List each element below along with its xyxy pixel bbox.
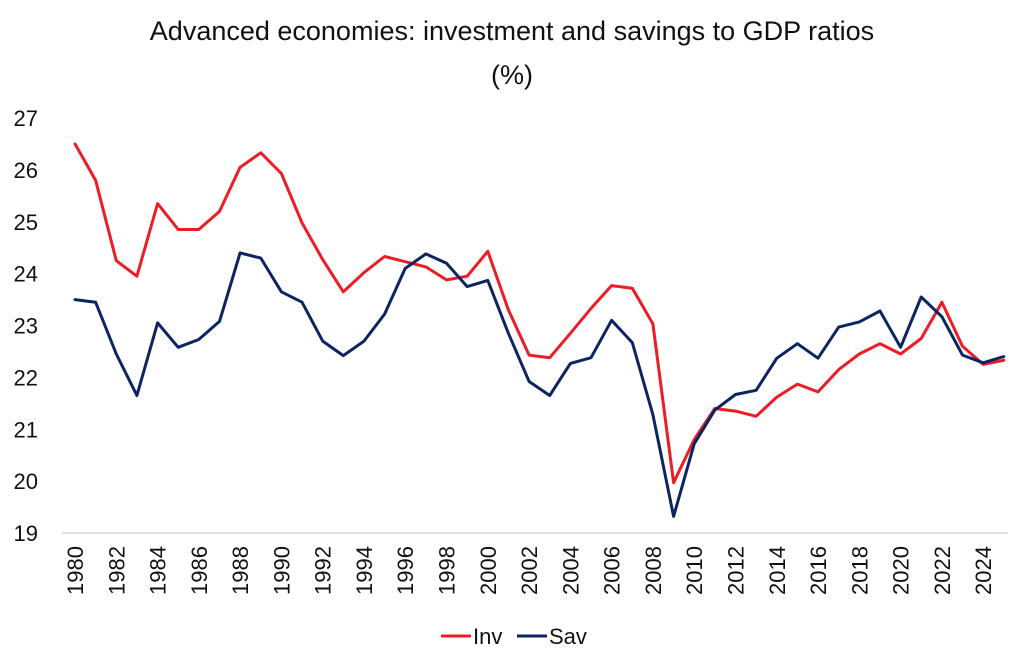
series-line-sav <box>73 251 1006 518</box>
x-axis-ticks: 1980 1982 1984 1986 1988 1990 1992 1994 1996 1998… <box>63 546 996 595</box>
y-tick-label: 27 <box>14 106 38 131</box>
x-tick-label: 1998 <box>435 546 460 595</box>
y-tick-label: 19 <box>14 521 38 546</box>
series-line-inv <box>73 142 1006 485</box>
x-tick-label: 2016 <box>806 546 831 595</box>
x-tick-label: 1990 <box>269 546 294 595</box>
x-tick-label: 1996 <box>393 546 418 595</box>
x-tick-label: 2004 <box>558 546 583 595</box>
x-tick-label: 1980 <box>63 546 88 595</box>
x-tick-label: 2014 <box>765 546 790 595</box>
legend-label-inv: Inv <box>473 624 502 649</box>
x-tick-label: 2012 <box>723 546 748 595</box>
x-tick-label: 2002 <box>517 546 542 595</box>
x-tick-label: 2020 <box>889 546 914 595</box>
x-tick-label: 2000 <box>476 546 501 595</box>
x-tick-label: 1994 <box>352 546 377 595</box>
y-tick-label: 24 <box>14 262 38 287</box>
x-tick-label: 1984 <box>146 546 171 595</box>
x-tick-label: 2010 <box>682 546 707 595</box>
legend-label-sav: Sav <box>549 624 587 649</box>
y-tick-label: 23 <box>14 314 38 339</box>
x-tick-label: 2022 <box>930 546 955 595</box>
x-tick-label: 1982 <box>104 546 129 595</box>
chart-subtitle: (%) <box>491 60 533 90</box>
chart-title: Advanced economies: investment and savin… <box>149 16 875 46</box>
x-tick-label: 2018 <box>847 546 872 595</box>
x-tick-label: 2008 <box>641 546 666 595</box>
y-tick-label: 22 <box>14 365 38 390</box>
series-lines <box>73 142 1006 518</box>
x-tick-label: 2024 <box>971 546 996 595</box>
x-tick-label: 1992 <box>311 546 336 595</box>
legend: Inv Sav <box>441 624 587 649</box>
y-tick-label: 21 <box>14 417 38 442</box>
y-axis-ticks: 19 20 21 22 23 24 25 26 27 <box>14 106 38 546</box>
y-tick-label: 20 <box>14 469 38 494</box>
x-tick-label: 1988 <box>228 546 253 595</box>
y-tick-label: 25 <box>14 210 38 235</box>
x-tick-label: 2006 <box>600 546 625 595</box>
y-tick-label: 26 <box>14 158 38 183</box>
x-tick-label: 1986 <box>187 546 212 595</box>
